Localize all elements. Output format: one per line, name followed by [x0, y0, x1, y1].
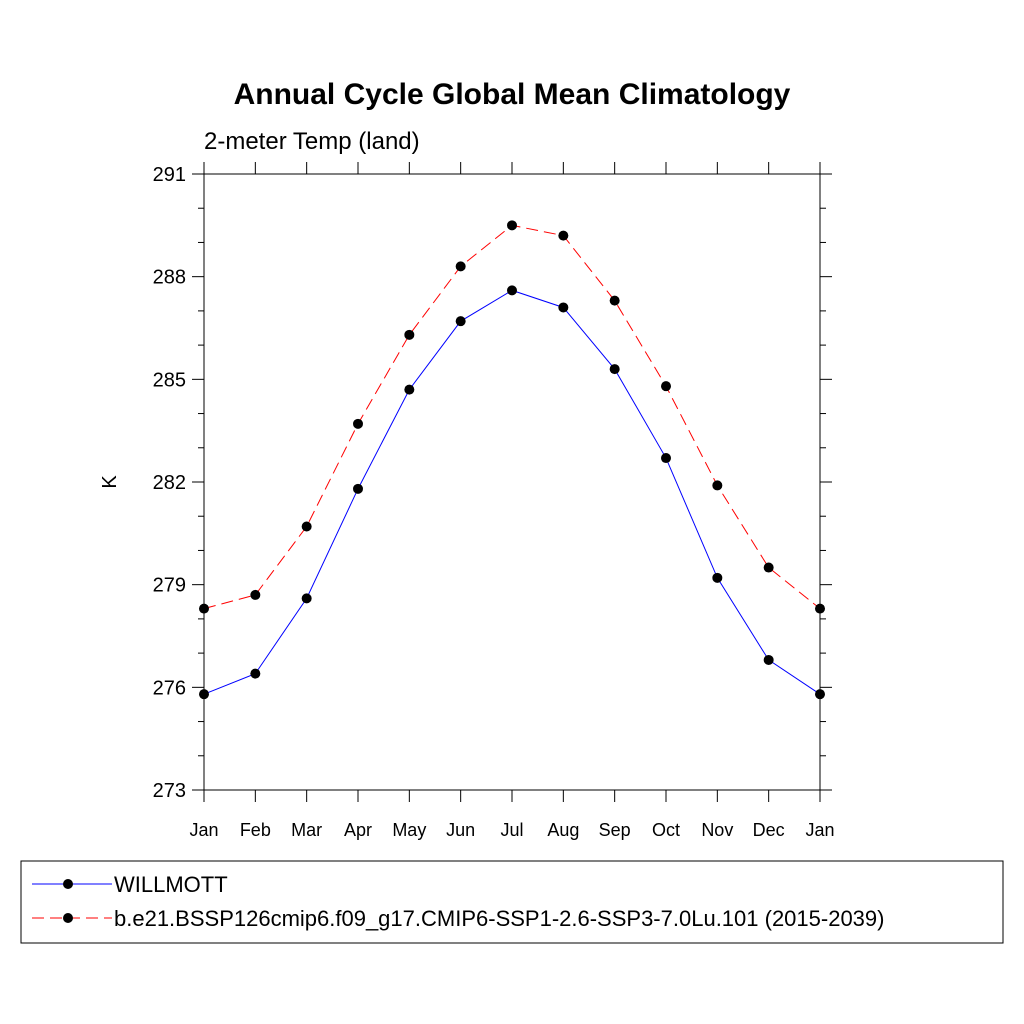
data-point [301, 521, 312, 532]
data-point [558, 302, 569, 313]
legend-swatch-marker [63, 879, 73, 889]
data-point [250, 589, 261, 600]
x-tick-label: May [392, 820, 426, 840]
y-tick-label: 282 [153, 472, 186, 494]
x-tick-label: Sep [599, 820, 631, 840]
y-tick-label: 273 [153, 780, 186, 802]
data-point [455, 261, 466, 272]
x-tick-label: Aug [547, 820, 579, 840]
x-tick-label: Jan [189, 820, 218, 840]
data-point [199, 689, 209, 700]
data-point [455, 316, 466, 327]
series-0 [199, 285, 825, 700]
data-point [712, 572, 723, 583]
data-point [763, 654, 774, 665]
legend-item: b.e21.BSSP126cmip6.f09_g17.CMIP6-SSP1-2.… [32, 906, 884, 931]
data-point [815, 689, 825, 700]
y-axis-label: K [99, 475, 121, 489]
data-point [250, 668, 261, 679]
data-point [712, 480, 723, 491]
x-tick-label: Nov [701, 820, 733, 840]
data-point [661, 453, 671, 464]
x-tick-label: Jan [805, 820, 834, 840]
series-layer [199, 220, 825, 700]
x-tick-label: Feb [240, 820, 271, 840]
y-tick-label: 288 [153, 267, 186, 289]
chart-subtitle: 2-meter Temp (land) [204, 128, 420, 155]
y-tick-label: 285 [153, 369, 186, 391]
chart-title: Annual Cycle Global Mean Climatology [234, 78, 791, 111]
data-point [353, 483, 363, 494]
x-tick-label: Jul [500, 820, 523, 840]
data-point [609, 295, 620, 306]
x-tick-label: Apr [344, 820, 372, 840]
legend-swatch-marker [63, 913, 73, 923]
legend-item: WILLMOTT [32, 872, 228, 897]
data-point [507, 285, 517, 296]
legend-box [20, 860, 1004, 944]
plot-area [203, 173, 821, 791]
data-point [404, 329, 415, 340]
legend-label: b.e21.BSSP126cmip6.f09_g17.CMIP6-SSP1-2.… [114, 906, 884, 931]
y-tick-label: 276 [153, 677, 186, 699]
data-point [353, 418, 363, 429]
data-point [661, 381, 671, 392]
data-point [301, 593, 312, 604]
x-tick-label: Oct [652, 820, 680, 840]
legend: WILLMOTT b.e21.BSSP126cmip6.f09_g17.CMIP6… [20, 860, 1004, 944]
series-line [203, 224, 821, 610]
y-tick-label: 291 [153, 164, 186, 186]
data-point [815, 603, 825, 614]
series-1 [199, 220, 825, 614]
data-point [558, 230, 569, 241]
legend-label: WILLMOTT [114, 872, 228, 897]
x-tick-label: Dec [753, 820, 785, 840]
plot-frame [203, 173, 821, 791]
data-point [404, 384, 415, 395]
axis-ticks: 273 276 279 282 285 288 291 Jan Feb Mar Apr May Jun J… [153, 162, 835, 840]
y-tick-label: 279 [153, 575, 186, 597]
data-point [199, 603, 209, 614]
data-point [763, 562, 774, 573]
data-point [609, 364, 620, 375]
x-tick-label: Jun [446, 820, 475, 840]
x-tick-label: Mar [291, 820, 322, 840]
series-line [203, 289, 821, 695]
data-point [507, 220, 517, 231]
